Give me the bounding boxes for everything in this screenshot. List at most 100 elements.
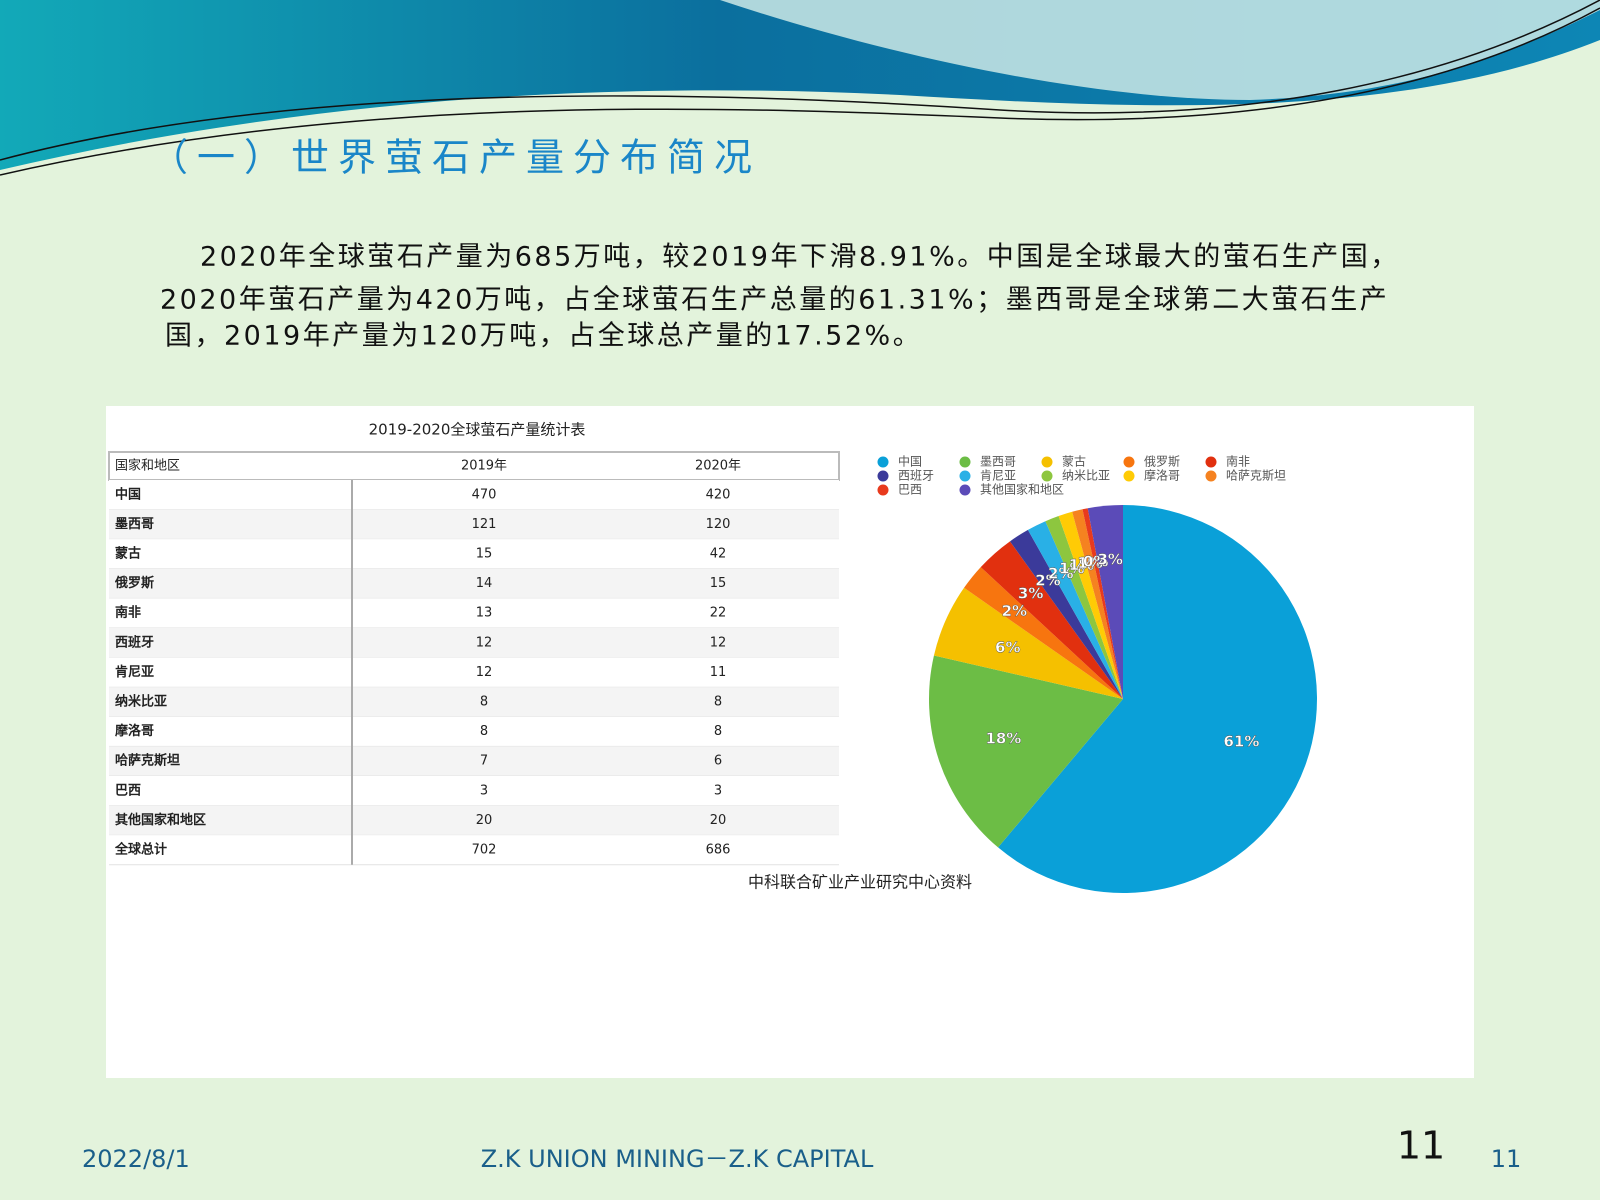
table-cell: 420 xyxy=(706,487,731,502)
paragraph-line: 2020年萤石产量为420万吨，占全球萤石生产总量的61.31%；墨西哥是全球第… xyxy=(160,285,1389,316)
table-cell: 6 xyxy=(714,754,722,769)
footer-date: 2022/8/1 xyxy=(82,1145,190,1173)
table-row xyxy=(109,716,839,747)
table-row xyxy=(109,687,839,717)
row-header: 南非 xyxy=(115,605,141,621)
legend-swatch xyxy=(959,484,971,496)
row-header: 巴西 xyxy=(115,783,141,798)
paragraph-line: 国，2019年产量为120万吨，占全球总产量的17.52%。 xyxy=(165,321,922,352)
table-cell: 3 xyxy=(714,783,722,798)
table-cell: 20 xyxy=(710,813,727,828)
row-header: 西班牙 xyxy=(115,634,154,650)
table-cell: 120 xyxy=(706,517,731,532)
slice-label: 1% xyxy=(1069,556,1094,574)
legend-swatch xyxy=(877,484,889,496)
source-note: 中科联合矿业产业研究中心资料 xyxy=(748,873,972,892)
pie-slice xyxy=(933,587,1123,699)
table-cell: 22 xyxy=(710,606,727,621)
slice-label: 6% xyxy=(995,638,1020,656)
table-title: 2019-2020全球萤石产量统计表 xyxy=(369,421,586,439)
table-cell: 12 xyxy=(476,635,493,650)
table-cell: 3 xyxy=(480,783,488,798)
row-header: 其他国家和地区 xyxy=(115,812,206,828)
column-header: 2019年 xyxy=(461,459,507,474)
legend-label: 哈萨克斯坦 xyxy=(1226,469,1286,483)
slice-label: 1% xyxy=(1077,554,1102,572)
table-row xyxy=(109,835,839,865)
row-header: 哈萨克斯坦 xyxy=(115,753,180,769)
table-row xyxy=(109,776,839,806)
row-header: 全球总计 xyxy=(114,842,167,858)
table-cell: 42 xyxy=(710,547,727,562)
slice-label: 2% xyxy=(1048,564,1073,582)
legend-swatch xyxy=(877,456,889,468)
legend-swatch xyxy=(959,470,971,482)
table-row xyxy=(109,480,839,510)
table-cell: 121 xyxy=(472,517,497,532)
pie-slice xyxy=(1009,529,1123,699)
table-cell: 7 xyxy=(480,754,488,769)
pie-slice xyxy=(1082,508,1123,699)
slice-label: 0% xyxy=(1083,553,1108,571)
legend-swatch xyxy=(1041,456,1053,468)
legend-label: 墨西哥 xyxy=(980,455,1016,469)
header-line xyxy=(0,7,1600,176)
slice-label: 3% xyxy=(1098,550,1123,568)
legend-label: 中国 xyxy=(898,454,922,469)
table-cell: 14 xyxy=(476,576,493,591)
slice-label: 1% xyxy=(1059,560,1084,578)
pie-chart: 61%18%6%2%3%2%2%1%1%1%0%3%中国 墨西哥 蒙古 俄罗斯 南非西班… xyxy=(877,454,1317,893)
legend-label: 摩洛哥 xyxy=(1144,468,1180,483)
legend-label: 肯尼亚 xyxy=(980,469,1016,483)
legend-swatch xyxy=(1123,470,1135,482)
table-cell: 8 xyxy=(480,695,488,710)
row-header: 俄罗斯 xyxy=(114,575,154,591)
legend-swatch xyxy=(1205,456,1217,468)
legend-label: 纳米比亚 xyxy=(1062,469,1110,483)
row-header: 中国 xyxy=(115,486,141,502)
table-header-border xyxy=(108,451,840,481)
legend-label: 巴西 xyxy=(898,483,922,497)
table-cell: 13 xyxy=(476,606,493,621)
table-row xyxy=(109,805,839,836)
table-cell: 12 xyxy=(710,635,727,650)
paragraph-line: 2020年全球萤石产量为685万吨，较2019年下滑8.91%。中国是全球最大的… xyxy=(200,242,1400,273)
slide-number: 11 xyxy=(1397,1124,1445,1168)
table-cell: 15 xyxy=(476,547,493,562)
row-header: 肯尼亚 xyxy=(115,664,154,680)
column-header: 2020年 xyxy=(695,459,741,474)
slice-label: 61% xyxy=(1224,733,1260,751)
table-cell: 8 xyxy=(480,724,488,739)
page-number: 11 xyxy=(1491,1145,1522,1173)
table-cell: 15 xyxy=(710,576,727,591)
pie-slice xyxy=(1072,509,1123,699)
slice-label: 3% xyxy=(1018,585,1043,603)
pie-slice xyxy=(1058,511,1123,699)
row-header: 摩洛哥 xyxy=(115,723,154,739)
table-cell: 8 xyxy=(714,695,722,710)
table-row xyxy=(109,657,839,688)
paragraph: 2020年全球萤石产量为685万吨，较2019年下滑8.91%。中国是全球最大的… xyxy=(160,242,1400,352)
table-row xyxy=(109,568,839,599)
legend-swatch xyxy=(877,470,889,482)
legend-label: 南非 xyxy=(1226,454,1250,469)
table-cell: 702 xyxy=(472,843,497,858)
header-wave-light xyxy=(720,0,1600,100)
slice-label: 2% xyxy=(1002,602,1027,620)
footer-company: Z.K UNION MINING－Z.K CAPITAL xyxy=(481,1145,874,1173)
pie-slice xyxy=(1045,516,1123,699)
table-cell: 12 xyxy=(476,665,493,680)
row-header: 蒙古 xyxy=(115,546,141,562)
slide-title: （一）世界萤石产量分布简况 xyxy=(150,136,761,180)
table-cell: 8 xyxy=(714,724,722,739)
table-cell: 686 xyxy=(706,843,731,858)
header-line xyxy=(0,0,1600,161)
slice-label: 2% xyxy=(1035,572,1060,590)
legend-label: 其他国家和地区 xyxy=(980,482,1064,497)
legend-swatch xyxy=(1205,470,1217,482)
pie-slice xyxy=(1027,521,1123,699)
legend-label: 西班牙 xyxy=(898,469,934,483)
row-header: 墨西哥 xyxy=(115,516,154,532)
